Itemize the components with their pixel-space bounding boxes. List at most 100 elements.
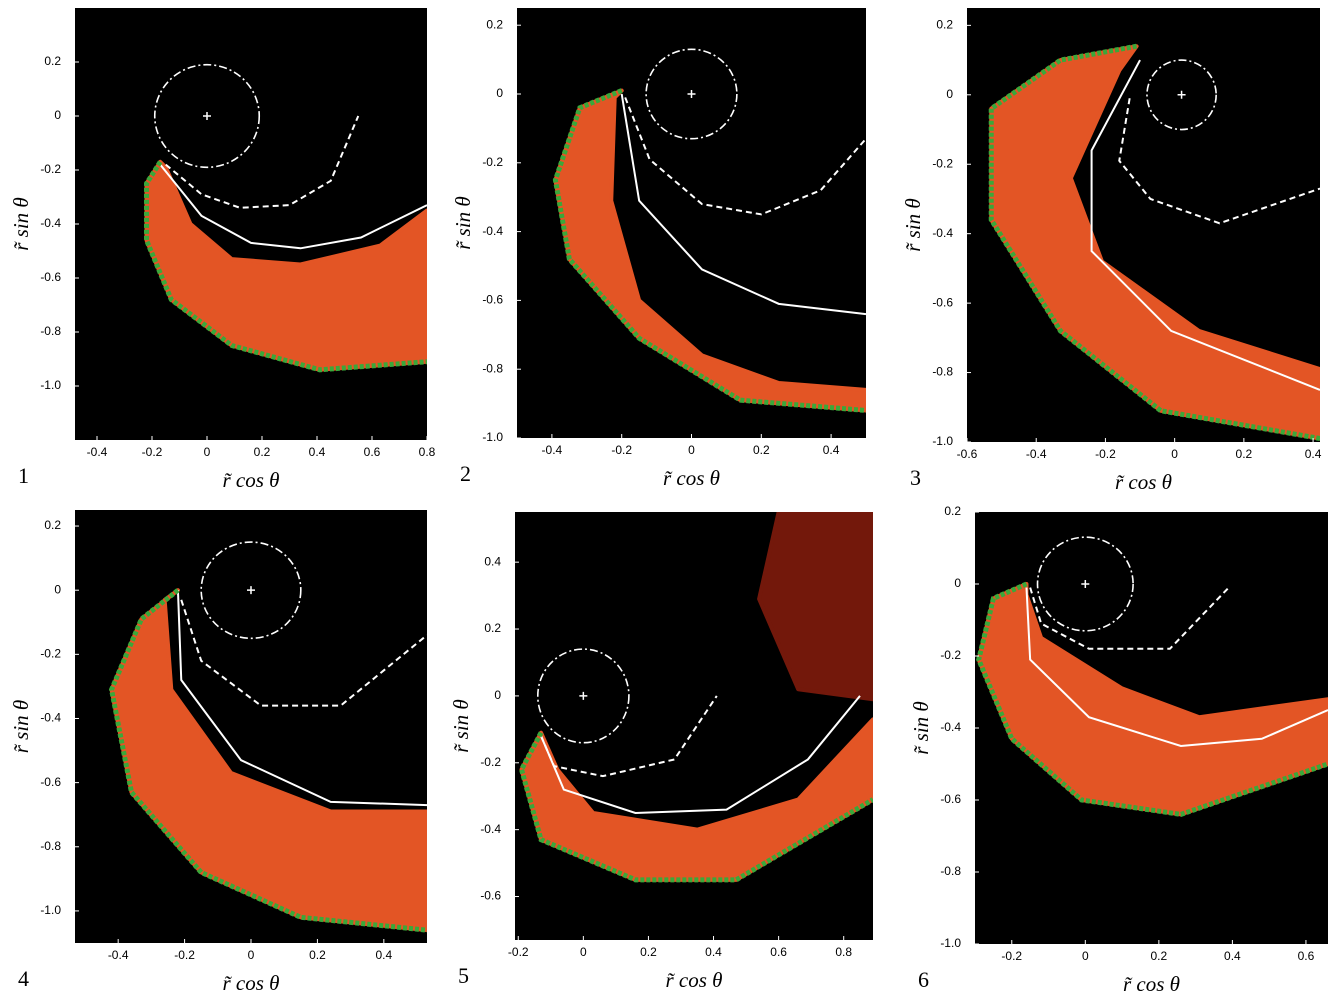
- center-mark: [1081, 580, 1090, 588]
- y-tick-label: -0.2: [940, 648, 961, 662]
- x-axis-label: r̃ cos θ: [663, 466, 720, 490]
- y-tick-label: -1.0: [40, 903, 61, 917]
- y-tick-label: -0.8: [40, 839, 61, 853]
- panel-number: 3: [910, 465, 921, 490]
- x-tick-label: 0.2: [1236, 447, 1253, 461]
- x-tick-label: 0.2: [640, 945, 657, 959]
- y-tick-label: 0.2: [44, 54, 61, 68]
- x-tick-label: 0: [580, 945, 587, 959]
- x-tick-label: -0.2: [611, 443, 632, 457]
- plot-area: [144, 63, 427, 373]
- x-tick-label: 0: [204, 445, 211, 459]
- y-tick-label: -0.8: [932, 365, 953, 379]
- curve: [988, 43, 1320, 441]
- center-mark: [687, 90, 696, 98]
- y-tick-label: 0: [496, 86, 503, 100]
- curve: [180, 599, 427, 707]
- x-tick-label: 0.4: [375, 948, 392, 962]
- y-axis-label: r̃ sin θ: [901, 198, 925, 252]
- curve: [540, 695, 861, 814]
- x-tick-label: 0: [1171, 447, 1178, 461]
- curve: [1025, 587, 1328, 748]
- plot-area: [518, 512, 873, 883]
- x-tick-label: 0.8: [835, 945, 852, 959]
- y-tick-label: 0: [946, 87, 953, 101]
- y-tick-label: 0.2: [936, 18, 953, 32]
- x-tick-label: 0.2: [309, 948, 326, 962]
- curve: [976, 581, 1328, 817]
- y-tick-label: -1.0: [40, 378, 61, 392]
- y-tick-label: -0.4: [940, 720, 961, 734]
- x-tick-label: 0: [688, 443, 695, 457]
- x-tick-label: -0.4: [108, 948, 129, 962]
- y-tick-label: 0.2: [486, 17, 503, 31]
- y-tick-label: -0.4: [932, 226, 953, 240]
- y-tick-label: -0.6: [40, 775, 61, 789]
- x-tick-label: -0.2: [508, 945, 529, 959]
- curve: [165, 115, 360, 209]
- y-axis-label: r̃ sin θ: [9, 197, 33, 251]
- x-tick-label: 0.6: [364, 445, 381, 459]
- x-tick-label: -0.4: [1026, 447, 1047, 461]
- y-tick-label: 0: [54, 582, 61, 596]
- panel-number: 4: [18, 966, 29, 991]
- y-axis-label: r̃ sin θ: [451, 196, 475, 250]
- panel: -0.4 -0.2 0 0.2 0.4 0.2 0 -0.2 -0.4 -0.6 -0.8 -1.0 r…: [451, 8, 866, 490]
- x-tick-label: 0.4: [705, 945, 722, 959]
- y-tick-label: -0.6: [480, 889, 501, 903]
- y-axis-label: r̃ sin θ: [909, 701, 933, 755]
- x-axis-label: r̃ cos θ: [666, 968, 723, 992]
- x-tick-label: 0.4: [309, 445, 326, 459]
- x-tick-label: 0.8: [419, 445, 436, 459]
- x-tick-label: -0.2: [174, 948, 195, 962]
- x-tick-label: -0.4: [87, 445, 108, 459]
- y-tick-label: -0.2: [40, 162, 61, 176]
- x-tick-label: 0.2: [1151, 949, 1168, 963]
- plot-background: [75, 8, 427, 440]
- y-tick-label: -0.8: [40, 324, 61, 338]
- y-tick-label: -0.6: [40, 270, 61, 284]
- panel: -0.4 -0.2 0 0.2 0.4 0.6 0.8 0.2 0 -0.2 -0.4 -0.6 -0.…: [9, 8, 436, 492]
- circle: [536, 648, 630, 744]
- curve: [620, 93, 866, 316]
- x-axis-label: r̃ cos θ: [223, 468, 280, 492]
- circle: [645, 48, 738, 140]
- x-axis-label: r̃ cos θ: [1115, 470, 1172, 494]
- y-axis-label: r̃ sin θ: [9, 700, 33, 754]
- circle: [1036, 536, 1134, 632]
- x-tick-label: 0.4: [1305, 447, 1322, 461]
- y-tick-label: 0.2: [44, 518, 61, 532]
- y-tick-label: -1.0: [932, 434, 953, 448]
- x-tick-label: 0.4: [823, 443, 840, 457]
- curve: [159, 163, 427, 250]
- y-tick-label: 0.2: [484, 621, 501, 635]
- y-tick-label: -0.6: [932, 295, 953, 309]
- curve: [1029, 586, 1230, 650]
- plot-area: [552, 48, 866, 413]
- panel: -0.2 0 0.2 0.4 0.6 0.2 0 -0.2 -0.4 -0.6 -0.8 -1.0 r̃…: [909, 504, 1328, 996]
- plot-area: [988, 43, 1320, 441]
- panel: -0.2 0 0.2 0.4 0.6 0.8 0.4 0.2 0 -0.2 -0.4 -0.6 r̃ c…: [449, 512, 873, 992]
- x-tick-label: -0.2: [142, 445, 163, 459]
- x-tick-label: 0: [1082, 949, 1089, 963]
- x-tick-label: -0.6: [957, 447, 978, 461]
- curve: [518, 731, 873, 883]
- x-tick-label: 0.2: [753, 443, 770, 457]
- y-tick-label: -0.2: [40, 647, 61, 661]
- x-tick-label: 0.6: [1298, 949, 1315, 963]
- y-tick-label: -0.4: [482, 224, 503, 238]
- x-tick-label: -0.4: [542, 443, 563, 457]
- panel-number: 5: [458, 963, 469, 988]
- circle: [200, 541, 302, 640]
- curve: [552, 88, 866, 413]
- y-tick-label: -1.0: [940, 936, 961, 950]
- y-tick-label: -0.8: [940, 864, 961, 878]
- x-tick-label: -0.2: [1001, 949, 1022, 963]
- curve: [624, 97, 866, 216]
- y-axis-label: r̃ sin θ: [449, 699, 473, 753]
- x-axis-label: r̃ cos θ: [1123, 972, 1180, 996]
- circle: [153, 63, 261, 169]
- y-tick-label: 0: [494, 688, 501, 702]
- center-mark: [203, 112, 211, 120]
